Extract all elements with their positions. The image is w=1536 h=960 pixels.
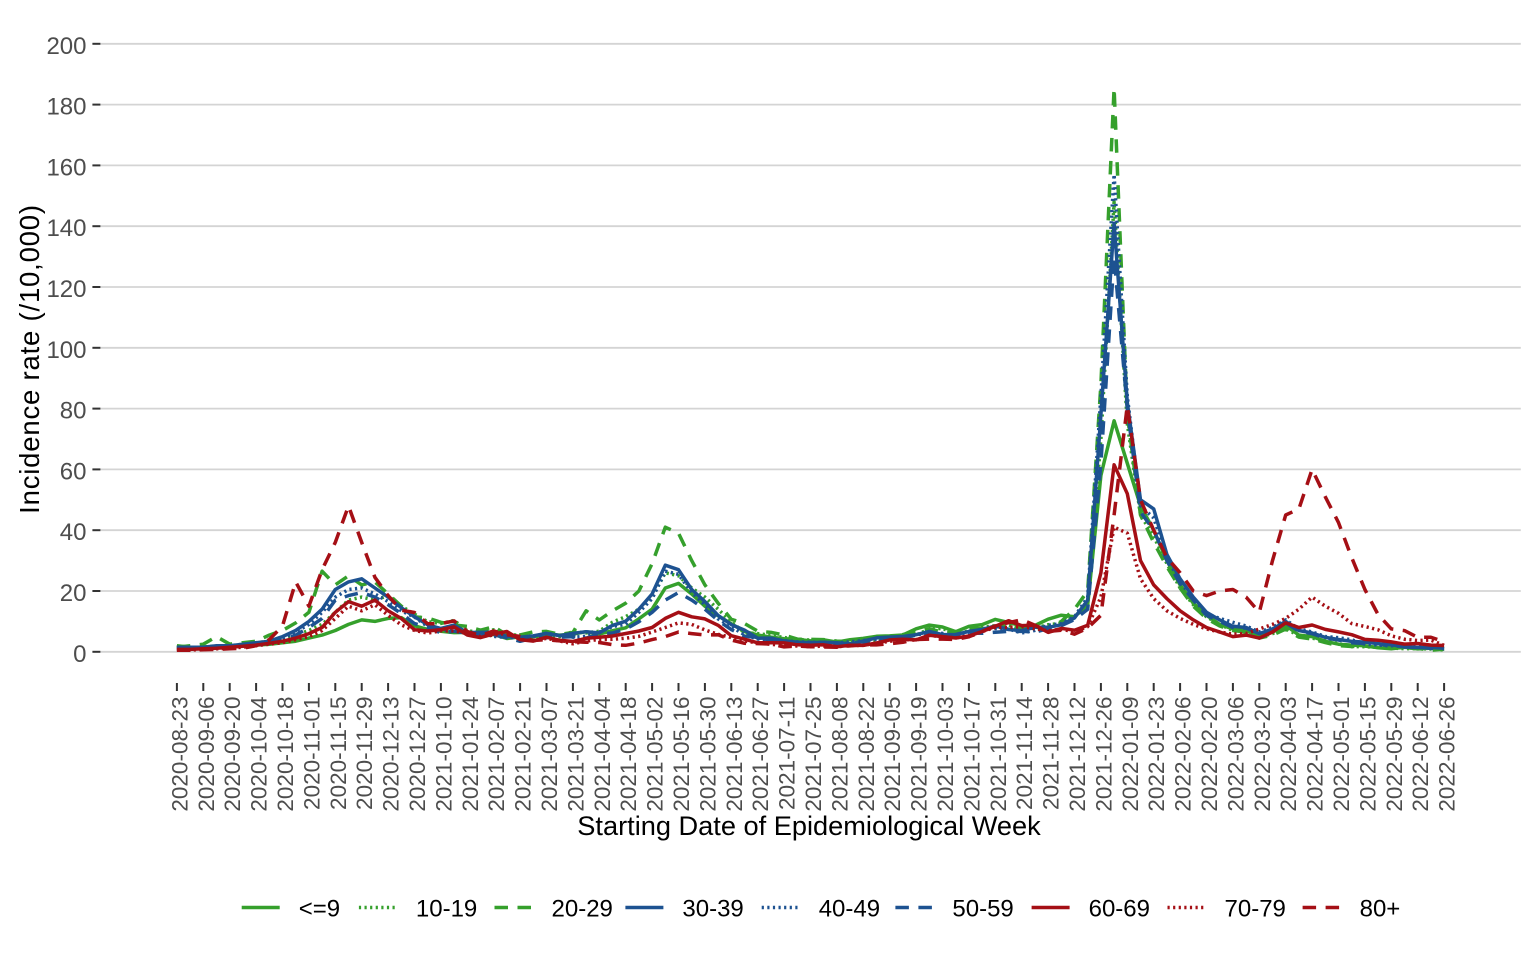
svg-text:2021-12-26: 2021-12-26 xyxy=(1091,697,1116,812)
svg-text:120: 120 xyxy=(46,276,86,303)
svg-text:2020-09-06: 2020-09-06 xyxy=(194,697,219,812)
svg-text:40: 40 xyxy=(60,519,87,546)
svg-text:2021-01-10: 2021-01-10 xyxy=(431,697,456,812)
svg-text:2021-05-30: 2021-05-30 xyxy=(695,697,720,812)
svg-text:2020-10-18: 2020-10-18 xyxy=(273,697,298,812)
svg-text:2020-11-01: 2020-11-01 xyxy=(299,697,324,810)
svg-text:2021-10-31: 2021-10-31 xyxy=(986,697,1011,812)
svg-text:2021-07-11: 2021-07-11 xyxy=(775,697,800,810)
svg-text:2020-11-15: 2020-11-15 xyxy=(326,697,351,810)
svg-text:2020-10-04: 2020-10-04 xyxy=(247,697,272,812)
svg-text:160: 160 xyxy=(46,154,86,181)
svg-text:2022-06-26: 2022-06-26 xyxy=(1435,697,1460,812)
svg-text:<=9: <=9 xyxy=(299,896,340,923)
svg-text:2022-03-06: 2022-03-06 xyxy=(1223,697,1248,812)
svg-text:40-49: 40-49 xyxy=(819,896,880,923)
svg-text:30-39: 30-39 xyxy=(682,896,743,923)
svg-text:20: 20 xyxy=(60,580,87,607)
svg-text:100: 100 xyxy=(46,337,86,364)
svg-text:2022-04-03: 2022-04-03 xyxy=(1276,697,1301,812)
svg-text:2022-01-23: 2022-01-23 xyxy=(1144,697,1169,812)
svg-text:2022-03-20: 2022-03-20 xyxy=(1250,697,1275,812)
svg-text:Incidence rate (/10,000): Incidence rate (/10,000) xyxy=(14,204,45,514)
svg-text:0: 0 xyxy=(73,641,86,668)
svg-text:2021-12-12: 2021-12-12 xyxy=(1065,697,1090,812)
svg-text:2021-08-22: 2021-08-22 xyxy=(854,697,879,812)
svg-text:80+: 80+ xyxy=(1360,896,1401,923)
svg-text:2021-06-13: 2021-06-13 xyxy=(722,697,747,812)
svg-text:2021-11-14: 2021-11-14 xyxy=(1012,697,1037,810)
svg-text:180: 180 xyxy=(46,94,86,121)
svg-text:2021-06-27: 2021-06-27 xyxy=(748,697,773,812)
svg-text:Starting Date of Epidemiologic: Starting Date of Epidemiological Week xyxy=(577,810,1041,841)
svg-text:2022-04-17: 2022-04-17 xyxy=(1303,697,1328,812)
svg-text:60: 60 xyxy=(60,458,87,485)
svg-text:2021-04-04: 2021-04-04 xyxy=(590,697,615,812)
svg-text:2020-08-23: 2020-08-23 xyxy=(167,697,192,812)
svg-text:2021-01-24: 2021-01-24 xyxy=(458,697,483,812)
svg-text:140: 140 xyxy=(46,215,86,242)
svg-text:20-29: 20-29 xyxy=(552,896,613,923)
svg-text:2021-09-05: 2021-09-05 xyxy=(880,697,905,812)
svg-text:2021-09-19: 2021-09-19 xyxy=(907,697,932,812)
svg-text:80: 80 xyxy=(60,398,87,425)
svg-text:2021-11-28: 2021-11-28 xyxy=(1039,697,1064,810)
svg-text:2021-10-03: 2021-10-03 xyxy=(933,697,958,812)
svg-text:2022-05-01: 2022-05-01 xyxy=(1329,697,1354,812)
svg-text:2022-05-15: 2022-05-15 xyxy=(1355,697,1380,812)
svg-text:70-79: 70-79 xyxy=(1225,896,1286,923)
svg-text:10-19: 10-19 xyxy=(416,896,477,923)
svg-text:2022-06-12: 2022-06-12 xyxy=(1408,697,1433,812)
svg-text:2021-05-16: 2021-05-16 xyxy=(669,697,694,812)
svg-text:2021-03-21: 2021-03-21 xyxy=(563,697,588,812)
svg-text:2021-02-07: 2021-02-07 xyxy=(484,697,509,812)
svg-text:2022-02-06: 2022-02-06 xyxy=(1171,697,1196,812)
svg-text:2022-02-20: 2022-02-20 xyxy=(1197,697,1222,812)
svg-text:60-69: 60-69 xyxy=(1089,896,1150,923)
svg-text:2020-09-20: 2020-09-20 xyxy=(220,697,245,812)
svg-text:2022-01-09: 2022-01-09 xyxy=(1118,697,1143,812)
svg-text:2021-08-08: 2021-08-08 xyxy=(827,697,852,812)
svg-text:2021-03-07: 2021-03-07 xyxy=(537,697,562,812)
svg-text:2020-12-27: 2020-12-27 xyxy=(405,697,430,812)
svg-text:2021-02-21: 2021-02-21 xyxy=(511,697,536,812)
svg-text:2022-05-29: 2022-05-29 xyxy=(1382,697,1407,812)
svg-text:2021-04-18: 2021-04-18 xyxy=(616,697,641,812)
svg-text:2020-12-13: 2020-12-13 xyxy=(379,697,404,812)
svg-text:2021-05-02: 2021-05-02 xyxy=(643,697,668,812)
svg-text:200: 200 xyxy=(46,33,86,60)
svg-text:2021-07-25: 2021-07-25 xyxy=(801,697,826,812)
svg-text:50-59: 50-59 xyxy=(952,896,1013,923)
svg-text:2020-11-29: 2020-11-29 xyxy=(352,697,377,810)
svg-text:2021-10-17: 2021-10-17 xyxy=(959,697,984,812)
